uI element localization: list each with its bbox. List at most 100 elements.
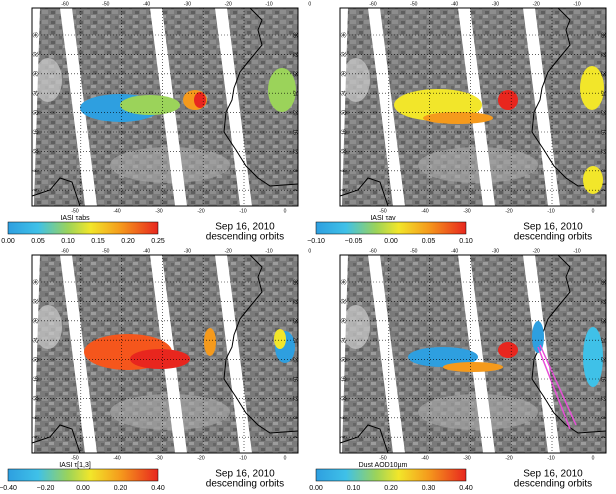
date-label: Sep 16, 2010 xyxy=(215,469,275,480)
lon-label: 0 xyxy=(308,1,311,7)
lon-label: -40 xyxy=(113,455,120,461)
colorbar-tick-label: 0.20 xyxy=(384,485,398,492)
colorbar-tick-label: 0.00 xyxy=(1,238,15,245)
cloud-clear xyxy=(34,58,62,102)
lat-label: 8 xyxy=(341,416,347,419)
lat-label: 20 xyxy=(33,110,39,116)
lon-label: -20 xyxy=(197,208,204,214)
lon-label: -30 xyxy=(155,455,162,461)
swath-gap xyxy=(458,255,495,453)
lon-label: -50 xyxy=(102,248,109,254)
cloud-clear xyxy=(34,305,62,349)
colorbar-tick-label: 0.10 xyxy=(347,485,361,492)
lat-label: 36 xyxy=(33,279,39,285)
lon-label: -40 xyxy=(421,455,428,461)
lat-label: 28 xyxy=(341,71,347,77)
lat-label: 8 xyxy=(33,416,39,419)
colorbar-tick-label: 0.20 xyxy=(114,485,128,492)
lat-label: 8 xyxy=(341,169,347,172)
lat-label: 16 xyxy=(600,376,606,382)
lat-label: 36 xyxy=(341,279,347,285)
swath-gap xyxy=(60,8,97,206)
aerosol-plume xyxy=(580,66,604,110)
colorbar-tick-label: 0.00 xyxy=(76,485,90,492)
lon-label: -40 xyxy=(451,248,458,254)
lat-label: 28 xyxy=(292,71,298,77)
orbits-label: descending orbits xyxy=(206,479,284,490)
lat-label: 12 xyxy=(341,148,347,154)
lat-label: 32 xyxy=(292,52,298,58)
colorbar xyxy=(7,221,159,235)
swath-gap xyxy=(368,8,405,206)
lat-label: 32 xyxy=(600,52,606,58)
lat-label: 28 xyxy=(33,318,39,324)
colorbar-tick-label: 0.30 xyxy=(422,485,436,492)
lon-label: -20 xyxy=(505,455,512,461)
lon-label: -60 xyxy=(61,248,68,254)
lat-label: 4 xyxy=(33,189,39,192)
lon-label: 0 xyxy=(284,455,287,461)
colorbar-tick-label: −0.05 xyxy=(345,238,363,245)
lon-label: -20 xyxy=(533,248,540,254)
lat-label: 28 xyxy=(33,71,39,77)
colorbar-tick-label: −0.10 xyxy=(307,238,325,245)
lat-label: 32 xyxy=(292,299,298,305)
lon-label: -60 xyxy=(369,248,376,254)
lat-label: 4 xyxy=(600,189,606,192)
lon-label: -50 xyxy=(71,208,78,214)
lat-label: 36 xyxy=(341,32,347,38)
lon-label: -40 xyxy=(143,248,150,254)
lat-label: 20 xyxy=(292,357,298,363)
lon-label: -10 xyxy=(547,455,554,461)
lon-label: -20 xyxy=(505,208,512,214)
lon-label: -50 xyxy=(410,248,417,254)
lon-label: -20 xyxy=(225,248,232,254)
colorbar-tick-label: 0.10 xyxy=(61,238,75,245)
lon-label: -50 xyxy=(379,455,386,461)
colorbar-label: Dust AOD10µm xyxy=(359,462,408,469)
lon-label: -10 xyxy=(239,208,246,214)
lat-label: 8 xyxy=(33,169,39,172)
colorbar-tick-label: −0.20 xyxy=(37,485,55,492)
orbits-label: descending orbits xyxy=(514,232,592,243)
lat-label: 8 xyxy=(600,416,606,419)
lat-label: 4 xyxy=(600,436,606,439)
lat-label: 20 xyxy=(292,110,298,116)
colorbar-tick-label: 0.15 xyxy=(91,238,105,245)
swath-gap xyxy=(60,255,97,453)
lat-label: 20 xyxy=(341,110,347,116)
lon-label: -40 xyxy=(113,208,120,214)
lat-label: 24 xyxy=(341,90,347,96)
lon-label: -60 xyxy=(369,1,376,7)
lat-label: 12 xyxy=(33,148,39,154)
lon-label: -50 xyxy=(71,455,78,461)
colorbar xyxy=(315,221,467,235)
map xyxy=(31,254,299,454)
map xyxy=(339,254,607,454)
lat-label: 12 xyxy=(292,396,298,402)
lon-label: -60 xyxy=(61,1,68,7)
map-panel: -60 -50 -40 -30 -20 -10 0 -50 -40 -30 -20 -10 0 36 36 3… xyxy=(309,248,607,492)
lat-label: 12 xyxy=(292,149,298,155)
swath-gap xyxy=(32,255,40,453)
lon-label: -20 xyxy=(533,1,540,7)
lat-label: 24 xyxy=(292,337,298,343)
date-label: Sep 16, 2010 xyxy=(523,469,583,480)
trajectory xyxy=(537,344,577,430)
coastline xyxy=(531,7,607,187)
lat-label: 4 xyxy=(292,189,298,192)
lat-label: 8 xyxy=(292,169,298,172)
date-label: Sep 16, 2010 xyxy=(215,222,275,233)
lat-label: 32 xyxy=(341,298,347,304)
lat-label: 16 xyxy=(33,129,39,135)
aerosol-plume xyxy=(274,329,286,349)
aerosol-plume xyxy=(498,90,518,110)
lon-label: -50 xyxy=(410,1,417,7)
lat-label: 32 xyxy=(33,298,39,304)
colorbar xyxy=(315,468,467,482)
colorbar xyxy=(7,468,159,482)
lon-label: -30 xyxy=(492,248,499,254)
aerosol-plume xyxy=(408,347,478,367)
colorbar-tick-label: 0.05 xyxy=(31,238,45,245)
coastline xyxy=(223,7,299,187)
